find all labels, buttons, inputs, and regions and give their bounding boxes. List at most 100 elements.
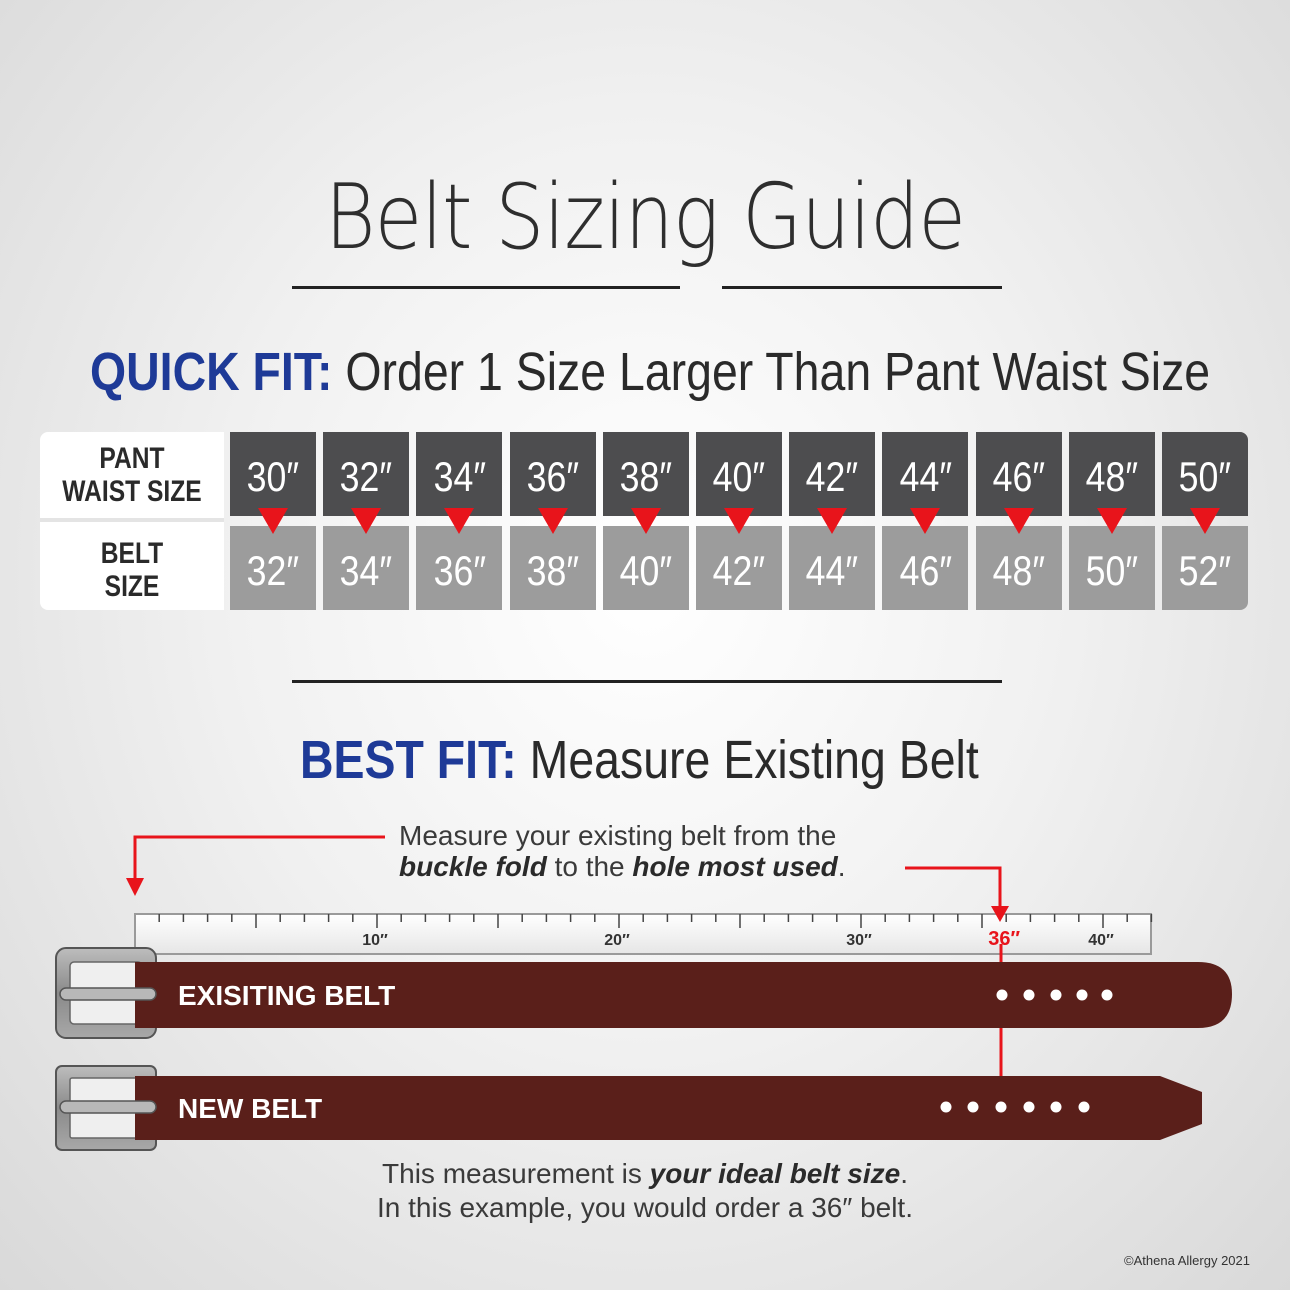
pant-size-value: 48″ bbox=[1085, 453, 1138, 500]
belt-hole bbox=[940, 1101, 952, 1113]
instruction-mid: to the bbox=[546, 851, 633, 882]
belt-size-value: 50″ bbox=[1085, 547, 1138, 594]
belt-hole bbox=[1023, 989, 1035, 1001]
belt-size-value: 38″ bbox=[526, 547, 579, 594]
pant-size-value: 34″ bbox=[433, 453, 486, 500]
belt-size-value: 42″ bbox=[712, 547, 766, 594]
belt-size-value: 52″ bbox=[1178, 547, 1232, 594]
red-arrowhead-right bbox=[991, 906, 1009, 922]
page-title: Belt Sizing Guide bbox=[324, 165, 966, 270]
row-label-pant-line1: PANT bbox=[99, 442, 165, 475]
new-belt-prong bbox=[59, 1100, 157, 1114]
quick-fit-lead: QUICK FIT: bbox=[90, 342, 333, 402]
belt-size-value: 32″ bbox=[246, 547, 300, 594]
belt-size-value: 34″ bbox=[340, 547, 393, 594]
belt-size-cell: 40″ bbox=[602, 526, 689, 610]
red-down-arrow-icon bbox=[724, 508, 754, 534]
red-down-arrow-icon bbox=[351, 508, 382, 534]
result-line-1: This measurement is your ideal belt size… bbox=[0, 1160, 1290, 1188]
red-arrowhead-left bbox=[126, 878, 144, 896]
new-belt-strap bbox=[135, 1076, 1202, 1140]
belt-size-cell: 42″ bbox=[696, 526, 782, 610]
row-label-belt-line2: SIZE bbox=[104, 570, 160, 603]
existing-belt-strap bbox=[135, 962, 1232, 1028]
belt-size-value: 44″ bbox=[806, 547, 859, 594]
belt-size-cell: 52″ bbox=[1162, 526, 1248, 610]
ruler-label: 20″ bbox=[604, 932, 630, 949]
title-underline-left bbox=[292, 286, 680, 289]
belt-hole bbox=[1050, 1101, 1062, 1113]
pant-size-value: 50″ bbox=[1178, 453, 1232, 500]
pant-size-value: 30″ bbox=[246, 453, 300, 500]
instruction-line-1: Measure your existing belt from the bbox=[399, 820, 837, 851]
belt-hole bbox=[996, 989, 1008, 1001]
belt-size-cell: 32″ bbox=[230, 526, 316, 610]
ruler-label-highlight: 36″ bbox=[988, 928, 1020, 950]
belt-size-value: 36″ bbox=[433, 547, 486, 594]
instruction-bold-buckle-fold: buckle fold bbox=[399, 851, 547, 882]
red-leader-left bbox=[133, 835, 385, 880]
pant-size-value: 36″ bbox=[526, 453, 579, 500]
result-pre: This measurement is bbox=[382, 1158, 650, 1189]
pant-size-value: 40″ bbox=[712, 453, 766, 500]
quick-fit-text: Order 1 Size Larger Than Pant Waist Size bbox=[345, 342, 1211, 402]
belt-hole bbox=[995, 1101, 1007, 1113]
new-belt-holes bbox=[940, 1101, 1090, 1113]
pant-size-cell: 46″ bbox=[975, 432, 1062, 516]
red-down-arrow-icon bbox=[444, 508, 475, 534]
existing-belt-prong bbox=[59, 987, 157, 1001]
pant-size-cell: 44″ bbox=[882, 432, 969, 516]
belt-size-cell: 44″ bbox=[789, 526, 876, 610]
result-end: . bbox=[900, 1158, 908, 1189]
pant-size-cell: 42″ bbox=[789, 432, 876, 516]
title-underline-right bbox=[722, 286, 1002, 289]
belt-size-cell: 50″ bbox=[1068, 526, 1155, 610]
belt-size-cell: 36″ bbox=[416, 526, 503, 610]
red-down-arrow-icon bbox=[910, 508, 941, 534]
instruction-bold-hole-most-used: hole most used bbox=[632, 851, 838, 882]
belt-size-value: 48″ bbox=[992, 547, 1045, 594]
best-fit-heading: BEST FIT: Measure Existing Belt bbox=[300, 733, 979, 787]
result-line-2: In this example, you would order a 36″ b… bbox=[377, 1192, 913, 1223]
red-leader-right bbox=[905, 866, 1002, 910]
belt-hole bbox=[1050, 989, 1062, 1001]
red-down-arrow-icon bbox=[817, 508, 848, 534]
pant-size-cell: 48″ bbox=[1068, 432, 1155, 516]
row-label-belt-size: BELT SIZE bbox=[57, 537, 208, 603]
new-belt-label: NEW BELT bbox=[178, 1093, 322, 1124]
quick-fit-heading: QUICK FIT: Order 1 Size Larger Than Pant… bbox=[90, 345, 1210, 399]
belt-size-value: 40″ bbox=[619, 547, 672, 594]
red-down-arrow-icon bbox=[537, 508, 568, 534]
row-label-pant-waist: PANT WAIST SIZE bbox=[57, 442, 208, 508]
red-down-arrow-icon bbox=[630, 508, 661, 534]
best-fit-lead: BEST FIT: bbox=[300, 730, 517, 790]
belt-hole bbox=[967, 1101, 979, 1113]
pant-size-cell: 34″ bbox=[416, 432, 503, 516]
section-divider bbox=[292, 680, 1002, 683]
pant-size-value: 38″ bbox=[619, 453, 672, 500]
red-down-arrow-icon bbox=[1190, 508, 1220, 534]
copyright: ©Athena Allergy 2021 bbox=[1124, 1253, 1250, 1268]
pant-size-cell: 36″ bbox=[509, 432, 596, 516]
belt-hole bbox=[1101, 989, 1113, 1001]
pant-size-value: 46″ bbox=[992, 453, 1045, 500]
pant-size-cell: 38″ bbox=[602, 432, 689, 516]
belt-size-value: 46″ bbox=[899, 547, 952, 594]
ruler-labels: 10″ 20″ 30″ 36″ 40″ bbox=[362, 928, 1114, 950]
pant-size-value: 42″ bbox=[806, 453, 859, 500]
row-label-divider bbox=[40, 518, 224, 522]
belt-size-cell: 48″ bbox=[975, 526, 1062, 610]
belt-hole bbox=[1078, 1101, 1090, 1113]
pant-size-cell: 50″ bbox=[1162, 432, 1248, 516]
red-down-arrow-icon bbox=[258, 508, 288, 534]
red-down-arrow-icon bbox=[1096, 508, 1127, 534]
belt-hole bbox=[1076, 989, 1088, 1001]
ruler-label: 30″ bbox=[846, 932, 872, 949]
instruction-line-2: buckle fold to the hole most used. bbox=[399, 853, 846, 881]
belt-size-cell: 46″ bbox=[882, 526, 969, 610]
row-label-belt-line1: BELT bbox=[100, 537, 164, 570]
pant-size-cell: 32″ bbox=[323, 432, 410, 516]
instruction-end: . bbox=[837, 851, 846, 882]
ruler-label: 40″ bbox=[1088, 932, 1114, 949]
